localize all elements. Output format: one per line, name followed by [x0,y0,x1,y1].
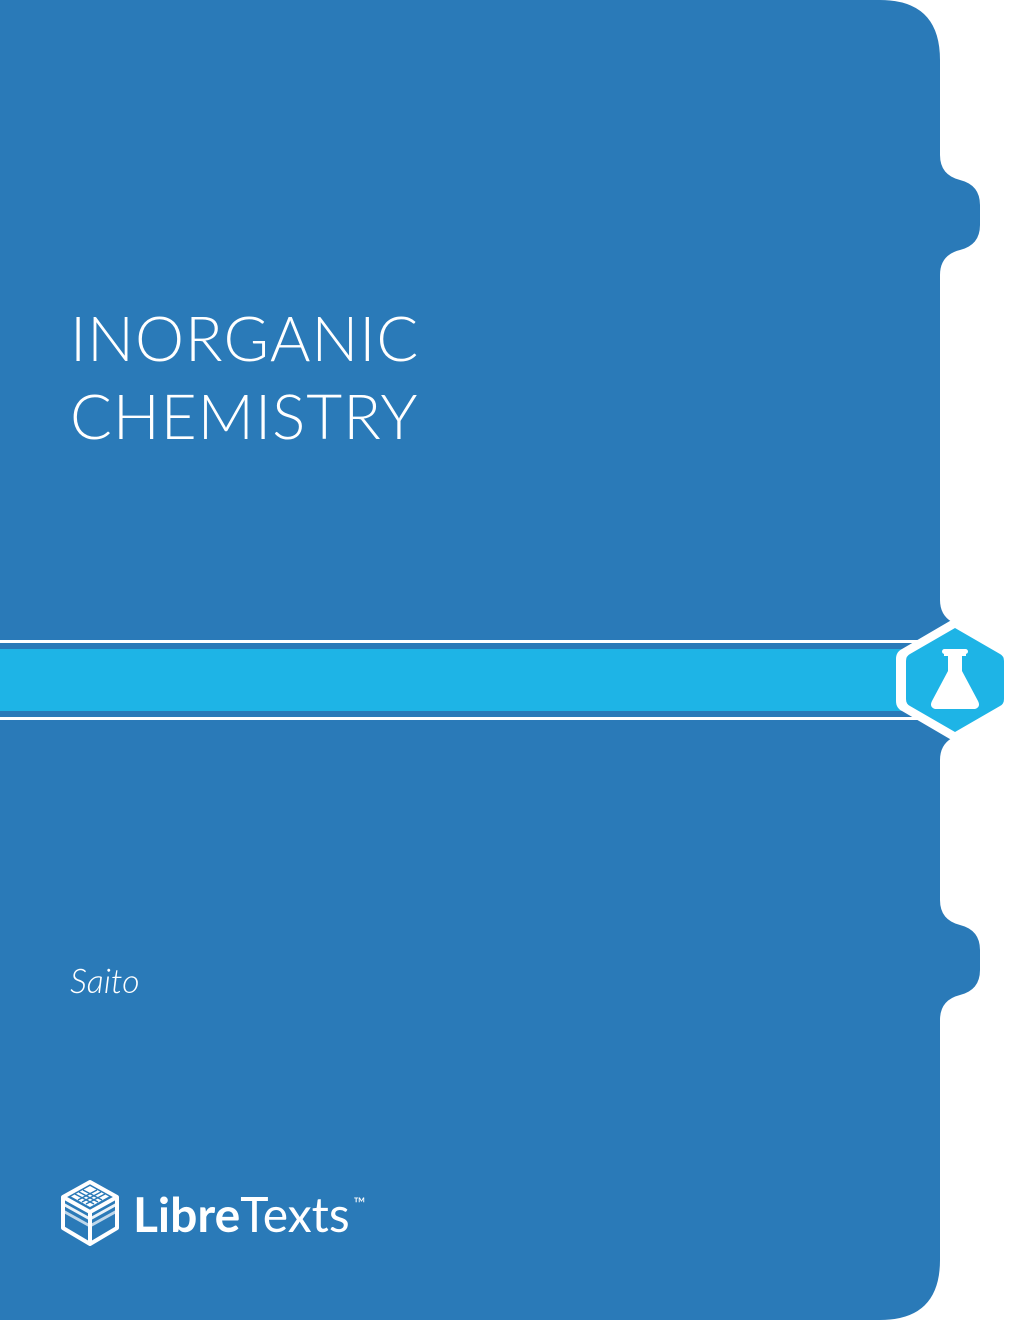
title-line-1: INORGANIC [70,300,419,378]
stripe-bottom-line [0,717,958,720]
title-line-2: CHEMISTRY [70,378,419,456]
flask-hexagon-badge [890,615,1020,745]
libretexts-logo-icon [55,1178,125,1250]
stripe-fill [0,649,958,711]
logo-trademark: ™ [354,1194,366,1213]
logo-word-texts: Texts [240,1186,349,1243]
libretexts-logo: LibreTexts ™ [55,1178,366,1250]
accent-stripe [0,640,958,720]
libretexts-logo-text: LibreTexts ™ [133,1186,366,1243]
author-name: Saito [70,960,140,1001]
logo-word-libre: Libre [133,1186,240,1243]
book-cover: INORGANIC CHEMISTRY Saito [0,0,1020,1320]
book-title: INORGANIC CHEMISTRY [70,300,419,455]
stripe-top-line [0,640,958,643]
